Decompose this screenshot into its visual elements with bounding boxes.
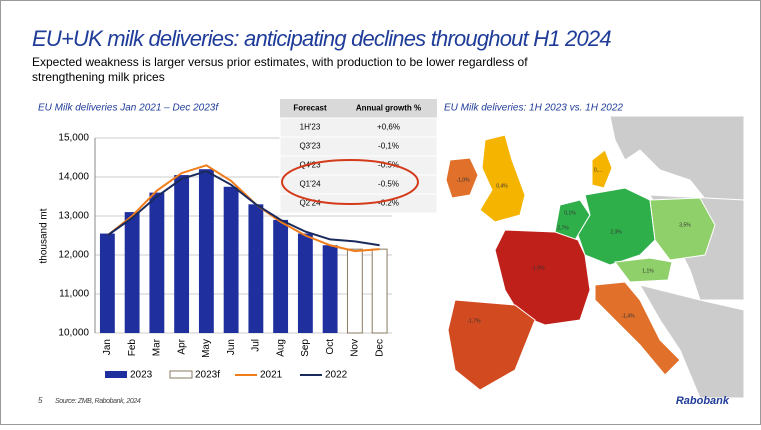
table-cell: Q2'24 xyxy=(299,199,321,208)
table-cell: -0.5% xyxy=(378,161,399,170)
line xyxy=(106,170,380,247)
legend-swatch xyxy=(105,371,127,378)
spain xyxy=(447,299,536,391)
subtitle: Expected weakness is larger versus prior… xyxy=(32,55,528,69)
chart-title: EU Milk deliveries Jan 2021 – Dec 2023f xyxy=(38,103,219,114)
legend-label: 2023f xyxy=(195,370,220,381)
y-axis-label: thousand mt xyxy=(39,208,50,263)
map-label: 0,1% xyxy=(564,210,576,216)
map-label: -1,0% xyxy=(456,177,470,183)
bar xyxy=(273,219,289,333)
y-tick-label: 15,000 xyxy=(58,133,89,144)
bar xyxy=(371,248,388,334)
map-label: -1,4% xyxy=(621,313,635,319)
x-tick-label: Jun xyxy=(226,339,237,355)
x-tick-label: Sep xyxy=(300,339,311,357)
bar xyxy=(124,212,140,333)
x-tick-label: Feb xyxy=(127,339,138,357)
map-label: -1,9% xyxy=(531,265,545,271)
map-title: EU Milk deliveries: 1H 2023 vs. 1H 2022 xyxy=(444,103,623,114)
map-label: 0,4% xyxy=(496,183,508,189)
legend-label: 2023 xyxy=(130,370,153,381)
brand: Rabobank xyxy=(676,395,730,407)
table-header-bg xyxy=(280,99,437,118)
x-tick-label: Jan xyxy=(102,339,113,355)
highlight-ellipse xyxy=(281,159,419,205)
uk xyxy=(479,134,526,223)
table-cell: Q1'24 xyxy=(299,180,321,189)
bar xyxy=(322,245,338,333)
bar xyxy=(223,186,239,333)
poland xyxy=(649,197,716,261)
map-label: 0,... xyxy=(594,167,602,173)
bar xyxy=(346,248,363,334)
map xyxy=(444,115,745,399)
source: Source: ZMB, Rabobank, 2024 xyxy=(55,398,141,405)
title: EU+UK milk deliveries: anticipating decl… xyxy=(32,26,611,51)
bar xyxy=(99,233,115,333)
x-tick-label: Oct xyxy=(325,339,336,355)
map-label: -1,7% xyxy=(467,318,481,324)
bar xyxy=(198,169,214,333)
x-tick-label: Mar xyxy=(152,338,163,356)
table-cell: Q3'23 xyxy=(299,142,321,151)
map-label: 3,5% xyxy=(679,222,691,228)
table-cell: 1H'23 xyxy=(300,123,321,132)
y-tick-label: 13,000 xyxy=(58,211,89,222)
table-cell: -0.5% xyxy=(378,180,399,189)
x-tick-label: Nov xyxy=(350,339,361,357)
table-header: Annual growth % xyxy=(356,104,421,113)
x-tick-label: Dec xyxy=(374,339,385,357)
legend-swatch xyxy=(169,370,193,379)
balkans xyxy=(638,284,745,399)
table-cell: -0.2% xyxy=(378,199,399,208)
x-tick-label: Aug xyxy=(275,339,286,357)
table-cell: -0,1% xyxy=(378,142,399,151)
map-label: 2,7% xyxy=(557,225,569,231)
germany xyxy=(577,187,656,266)
x-tick-label: Apr xyxy=(176,338,187,354)
table-header: Forecast xyxy=(293,104,327,113)
table-cell: +0,6% xyxy=(377,123,400,132)
denmark xyxy=(591,149,613,189)
legend-label: 2021 xyxy=(260,370,283,381)
line xyxy=(106,164,380,253)
y-tick-label: 14,000 xyxy=(58,172,89,183)
bar xyxy=(297,233,313,333)
map-label: 2,3% xyxy=(610,229,622,235)
y-tick-label: 11,000 xyxy=(59,289,89,300)
austria xyxy=(614,257,673,283)
ireland xyxy=(445,157,479,199)
map-label: 1,1% xyxy=(642,268,654,274)
page-number: 5 xyxy=(38,396,43,405)
y-tick-label: 12,000 xyxy=(58,250,89,261)
france xyxy=(494,229,591,326)
x-tick-label: May xyxy=(201,339,212,358)
bar xyxy=(248,204,264,333)
italy xyxy=(594,281,681,376)
y-tick-label: 10,000 xyxy=(58,328,89,339)
x-tick-label: Jul xyxy=(251,339,262,352)
legend-label: 2022 xyxy=(325,370,348,381)
bar xyxy=(149,192,165,333)
scandinavia xyxy=(609,115,745,206)
bar xyxy=(174,175,190,333)
subtitle: strengthening milk prices xyxy=(32,70,165,84)
